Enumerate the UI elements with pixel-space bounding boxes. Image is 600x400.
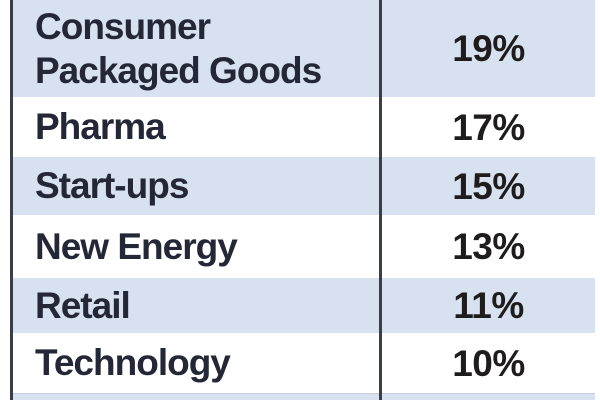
- row-label: Pharma: [35, 106, 166, 147]
- table-row: Retail 11%: [13, 278, 595, 333]
- column-divider: [379, 0, 382, 400]
- row-label: Retail: [35, 284, 131, 326]
- table-row: Start-ups 15%: [13, 157, 595, 215]
- row-value: 19%: [452, 28, 525, 69]
- row-label: Start-ups: [35, 165, 189, 206]
- table-row: Technology 10%: [13, 333, 595, 393]
- row-label: Technology: [35, 342, 231, 383]
- row-value: 10%: [452, 342, 525, 384]
- row-label: Consumer Packaged Goods: [35, 5, 322, 91]
- table-row-partial-next: [13, 393, 595, 400]
- table-row: Consumer Packaged Goods 19%: [13, 0, 595, 97]
- table-row: Pharma 17%: [13, 97, 595, 157]
- row-value: 11%: [453, 285, 524, 326]
- table-row: New Energy 13%: [13, 215, 595, 278]
- row-value: 15%: [452, 165, 525, 207]
- row-value: 13%: [452, 226, 525, 267]
- row-value: 17%: [452, 106, 525, 148]
- table-left-border: [10, 0, 13, 400]
- table-body: Consumer Packaged Goods 19% Pharma 17% S…: [13, 0, 595, 400]
- row-label: New Energy: [35, 225, 238, 267]
